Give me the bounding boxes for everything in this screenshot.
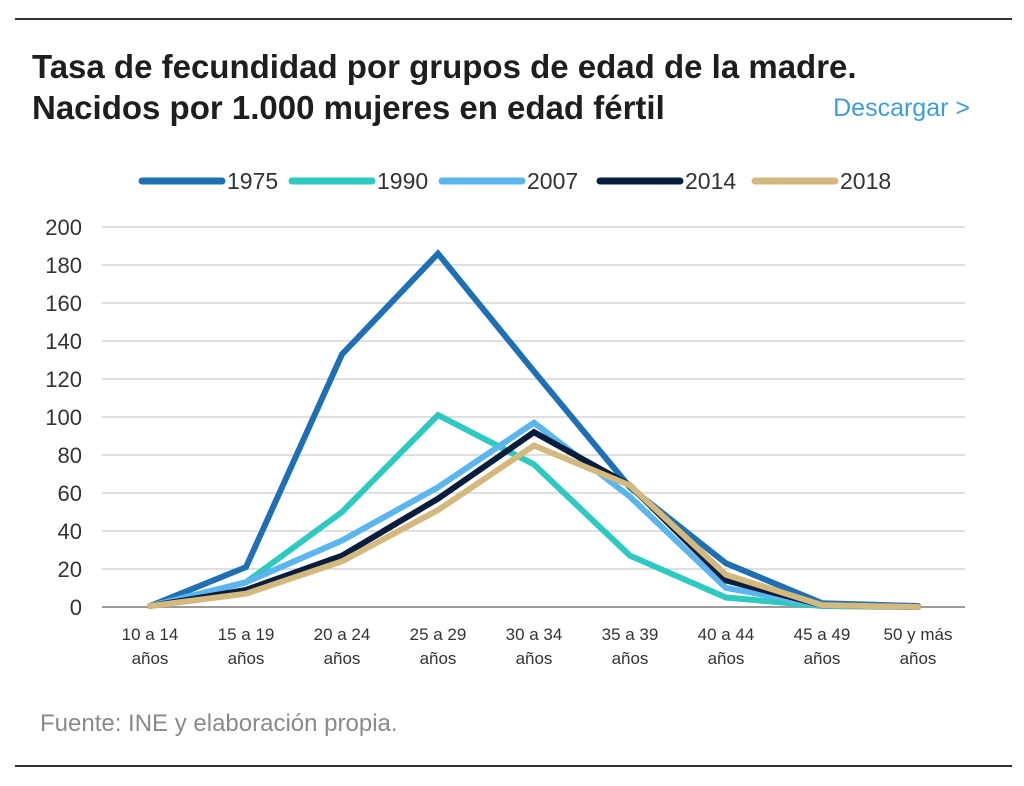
x-tick-label-line: 10 a 14: [122, 625, 179, 644]
x-tick-label: 50 y más años: [884, 625, 953, 668]
legend-label-2014: 2014: [685, 168, 736, 194]
x-tick-label: 40 a 44 años: [698, 625, 755, 668]
x-tick-label-line: 15 a 19: [218, 625, 275, 644]
legend-label-1975: 1975: [227, 168, 278, 194]
legend-label-2018: 2018: [840, 168, 891, 194]
y-tick-label: 0: [70, 595, 82, 620]
x-tick-label: 45 a 49 años: [794, 625, 851, 668]
x-tick-label-line: 35 a 39: [602, 625, 659, 644]
top-rule: [15, 18, 1012, 20]
x-tick-label-line: años: [132, 649, 169, 668]
x-tick-label-line: años: [900, 649, 937, 668]
line-chart: 1975 1990 2007 2014 2018 0 20 40 60 80 100 120 140 1…: [45, 168, 965, 668]
x-tick-label-line: años: [420, 649, 457, 668]
y-tick-label: 100: [45, 405, 82, 430]
source-note: Fuente: INE y elaboración propia.: [40, 710, 398, 737]
x-tick-label-line: años: [612, 649, 649, 668]
x-tick-label-line: años: [324, 649, 361, 668]
x-tick-label: 35 a 39 años: [602, 625, 659, 668]
y-tick-label: 180: [45, 253, 82, 278]
bottom-rule: [15, 765, 1012, 767]
legend: 1975 1990 2007 2014 2018: [138, 168, 891, 194]
series-line-2007: [147, 419, 921, 610]
x-tick-label-line: 40 a 44: [698, 625, 755, 644]
x-tick-label-line: años: [516, 649, 553, 668]
x-tick-label-line: años: [708, 649, 745, 668]
series-lines: [147, 249, 921, 610]
x-tick-label: 20 a 24 años: [314, 625, 371, 668]
x-tick-label-line: 50 y más: [884, 625, 953, 644]
title-line-1: Tasa de fecundidad por grupos de edad de…: [32, 48, 857, 85]
download-link[interactable]: Descargar >: [833, 94, 970, 122]
legend-label-2007: 2007: [527, 168, 578, 194]
title-line-2: Nacidos por 1.000 mujeres en edad fértil: [32, 89, 665, 126]
x-tick-label: 25 a 29 años: [410, 625, 467, 668]
x-tick-label: 30 a 34 años: [506, 625, 563, 668]
gridlines: [102, 226, 965, 608]
x-tick-label: 10 a 14 años: [122, 625, 179, 668]
y-axis-ticks: 0 20 40 60 80 100 120 140 160 180 200: [45, 215, 82, 620]
y-tick-label: 40: [58, 519, 82, 544]
x-tick-label-line: años: [804, 649, 841, 668]
y-tick-label: 160: [45, 291, 82, 316]
x-tick-label-line: 25 a 29: [410, 625, 467, 644]
y-tick-label: 60: [58, 481, 82, 506]
y-tick-label: 80: [58, 443, 82, 468]
y-tick-label: 200: [45, 215, 82, 240]
y-tick-label: 140: [45, 329, 82, 354]
x-tick-label-line: 45 a 49: [794, 625, 851, 644]
x-tick-label: 15 a 19 años: [218, 625, 275, 668]
legend-label-1990: 1990: [377, 168, 428, 194]
chart-title: Tasa de fecundidad por grupos de edad de…: [32, 46, 857, 128]
y-tick-label: 120: [45, 367, 82, 392]
x-tick-label-line: 30 a 34: [506, 625, 563, 644]
x-tick-label-line: años: [228, 649, 265, 668]
y-tick-label: 20: [58, 557, 82, 582]
x-tick-label-line: 20 a 24: [314, 625, 371, 644]
